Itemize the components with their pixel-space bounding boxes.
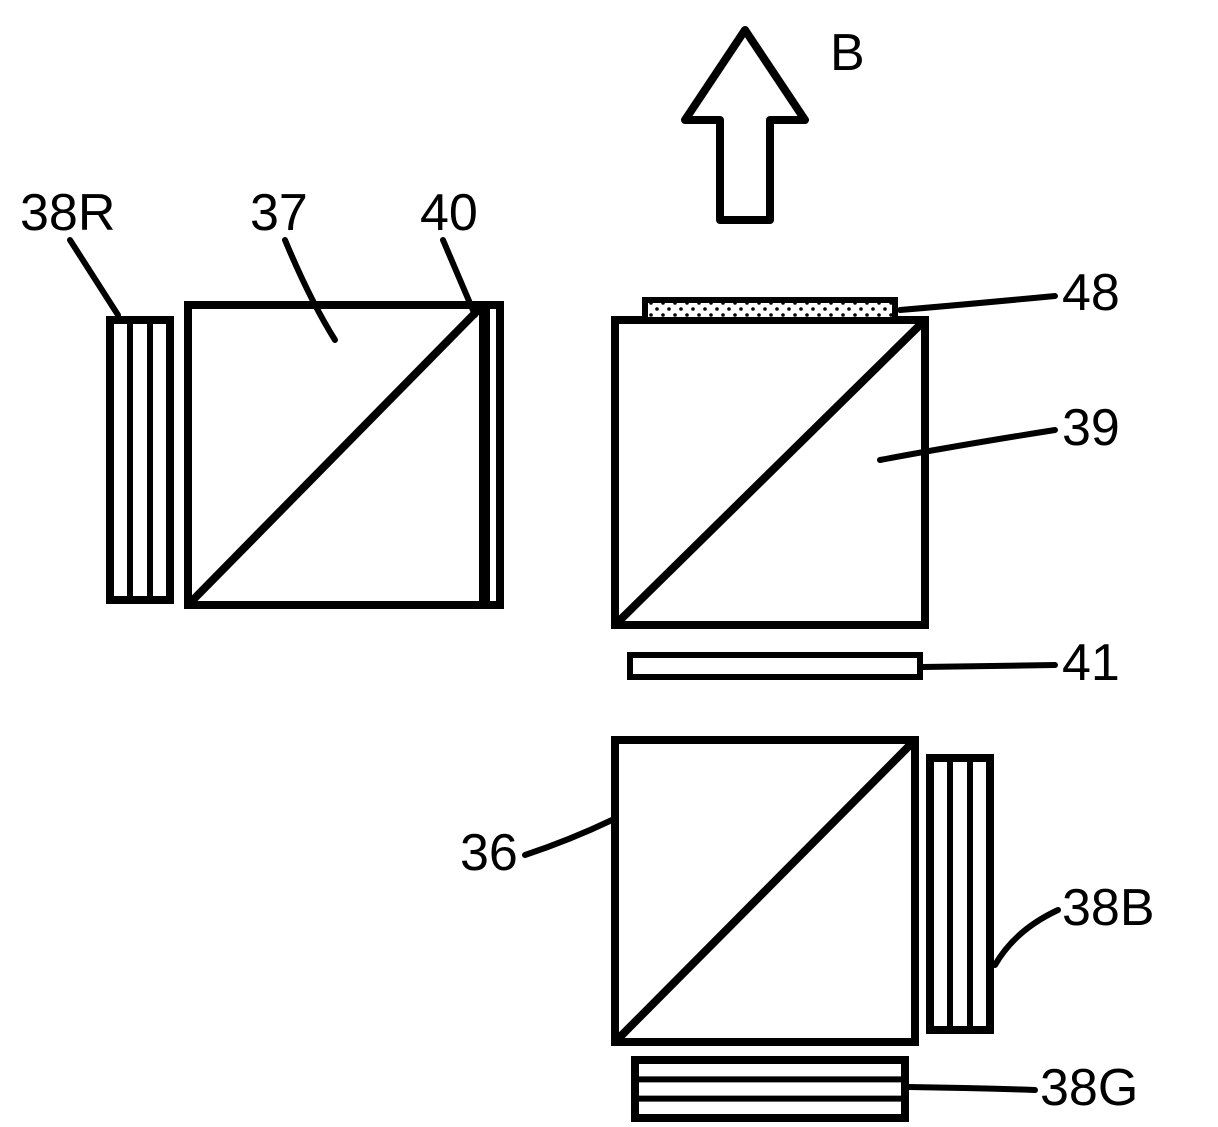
label-39: 39 xyxy=(1062,399,1120,457)
label-38b: 38B xyxy=(1062,879,1155,937)
label-38g: 38G xyxy=(1040,1059,1138,1117)
prism-36 xyxy=(615,740,915,1042)
prism-37 xyxy=(188,305,483,605)
stack-38g xyxy=(635,1060,905,1118)
arrow-b xyxy=(685,30,805,220)
slab-48 xyxy=(645,300,895,320)
label-40: 40 xyxy=(420,184,478,242)
label-38r: 38R xyxy=(20,184,115,242)
label-37: 37 xyxy=(250,184,308,242)
plate-40 xyxy=(486,305,500,605)
stack-38b xyxy=(930,758,990,1030)
stack-38r xyxy=(110,320,170,600)
label-41: 41 xyxy=(1062,634,1120,692)
slab-41 xyxy=(630,655,920,677)
label-48: 48 xyxy=(1062,264,1120,322)
prism-39 xyxy=(615,320,925,625)
label-b: B xyxy=(830,24,865,82)
label-36: 36 xyxy=(460,824,518,882)
